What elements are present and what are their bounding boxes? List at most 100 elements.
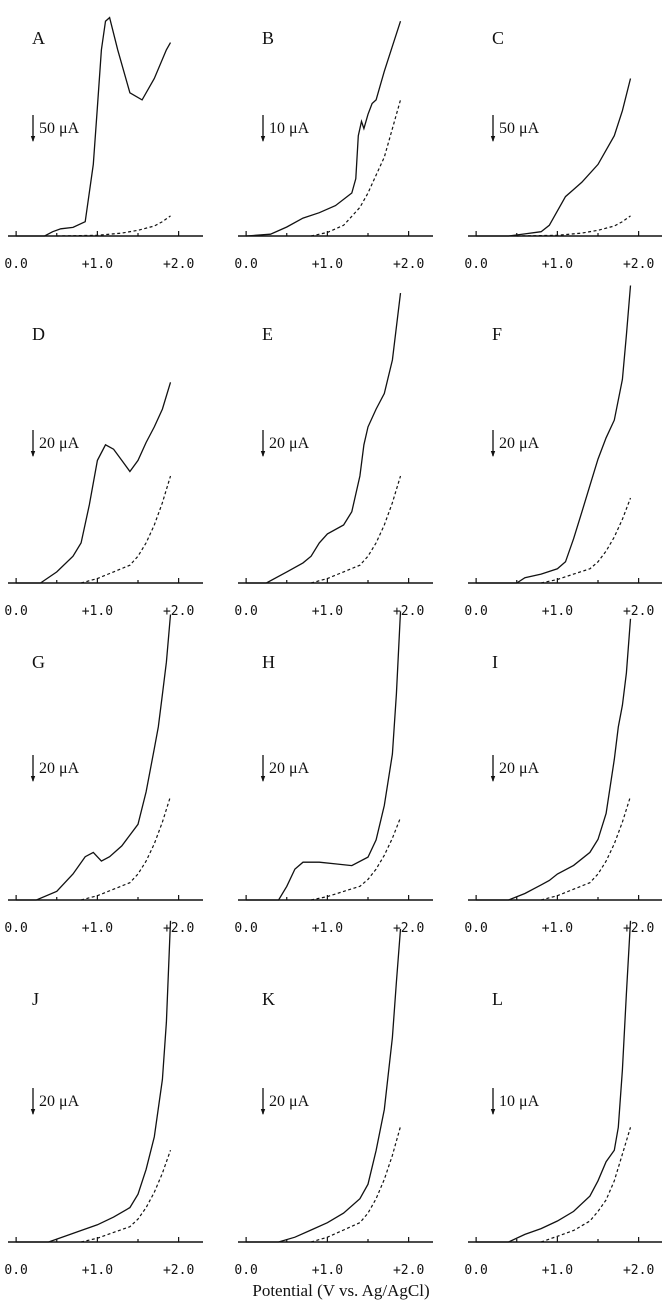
solid-curve-h bbox=[246, 611, 402, 901]
x-tick-label-a: +1.0 bbox=[82, 257, 113, 272]
scale-label-c: 50 μA bbox=[499, 120, 540, 137]
dashed-curve-f bbox=[540, 497, 632, 584]
panel-letter-j: J bbox=[32, 989, 39, 1009]
solid-curve-b bbox=[246, 20, 402, 237]
panel-letter-c: C bbox=[492, 28, 504, 48]
solid-curve-j bbox=[16, 920, 172, 1243]
dashed-curve-a bbox=[56, 215, 171, 237]
panel-g: G 20 μA 0.0 +1.0 +2.0 bbox=[4, 614, 203, 936]
dashed-curve-i bbox=[540, 796, 632, 901]
x-tick-label-d: 0.0 bbox=[4, 604, 27, 619]
dashed-curve-k bbox=[310, 1126, 402, 1243]
x-tick-label-b: 0.0 bbox=[234, 257, 257, 272]
x-tick-label-a: 0.0 bbox=[4, 257, 27, 272]
panel-b: B 10 μA 0.0 +1.0 +2.0 bbox=[234, 20, 433, 272]
x-tick-label-d: +2.0 bbox=[163, 604, 194, 619]
x-tick-label-a: +2.0 bbox=[163, 257, 194, 272]
x-tick-label-f: 0.0 bbox=[464, 604, 487, 619]
x-tick-label-d: +1.0 bbox=[82, 604, 113, 619]
x-tick-label-c: +2.0 bbox=[623, 257, 654, 272]
x-tick-label-i: +2.0 bbox=[623, 921, 654, 936]
panel-j: J 20 μA 0.0 +1.0 +2.0 bbox=[4, 920, 203, 1278]
panel-letter-i: I bbox=[492, 652, 498, 672]
dashed-curve-e bbox=[310, 475, 402, 584]
panel-letter-e: E bbox=[262, 324, 273, 344]
x-tick-label-k: +1.0 bbox=[312, 1263, 343, 1278]
scale-bar-arrow-g bbox=[30, 776, 36, 782]
solid-curve-d bbox=[16, 382, 172, 584]
x-tick-label-g: 0.0 bbox=[4, 921, 27, 936]
solid-curve-k bbox=[246, 928, 402, 1243]
x-tick-label-e: +1.0 bbox=[312, 604, 343, 619]
panel-letter-f: F bbox=[492, 324, 502, 344]
dashed-curve-d bbox=[80, 475, 172, 584]
scale-label-g: 20 μA bbox=[39, 760, 80, 777]
scale-label-h: 20 μA bbox=[269, 760, 310, 777]
panel-e: E 20 μA 0.0 +1.0 +2.0 bbox=[234, 293, 433, 619]
dashed-curve-j bbox=[80, 1150, 172, 1243]
panel-f: F 20 μA 0.0 +1.0 +2.0 bbox=[464, 285, 662, 619]
x-tick-label-f: +1.0 bbox=[542, 604, 573, 619]
x-tick-label-i: 0.0 bbox=[464, 921, 487, 936]
dashed-curve-c bbox=[516, 215, 631, 237]
solid-curve-i bbox=[476, 618, 632, 901]
scale-label-d: 20 μA bbox=[39, 435, 80, 452]
scale-label-j: 20 μA bbox=[39, 1093, 80, 1110]
x-tick-label-i: +1.0 bbox=[542, 921, 573, 936]
x-tick-label-k: 0.0 bbox=[234, 1263, 257, 1278]
panel-letter-b: B bbox=[262, 28, 274, 48]
x-tick-label-h: +1.0 bbox=[312, 921, 343, 936]
x-tick-label-k: +2.0 bbox=[393, 1263, 424, 1278]
dashed-curve-l bbox=[540, 1127, 632, 1243]
x-tick-label-l: 0.0 bbox=[464, 1263, 487, 1278]
x-tick-label-h: +2.0 bbox=[393, 921, 424, 936]
scale-bar-arrow-i bbox=[490, 776, 496, 782]
scale-label-l: 10 μA bbox=[499, 1093, 540, 1110]
dashed-curve-h bbox=[310, 817, 402, 901]
x-tick-label-c: +1.0 bbox=[542, 257, 573, 272]
panel-h: H 20 μA 0.0 +1.0 +2.0 bbox=[234, 611, 433, 936]
scale-label-f: 20 μA bbox=[499, 435, 540, 452]
x-tick-label-j: +1.0 bbox=[82, 1263, 113, 1278]
solid-curve-l bbox=[476, 920, 632, 1243]
x-tick-label-g: +1.0 bbox=[82, 921, 113, 936]
solid-curve-c bbox=[476, 78, 632, 237]
panel-a: A 50 μA 0.0 +1.0 +2.0 bbox=[4, 16, 203, 272]
panel-letter-a: A bbox=[32, 28, 45, 48]
solid-curve-g bbox=[16, 614, 172, 901]
x-tick-label-b: +1.0 bbox=[312, 257, 343, 272]
x-tick-label-e: 0.0 bbox=[234, 604, 257, 619]
scale-bar-arrow-d bbox=[30, 451, 36, 457]
dashed-curve-g bbox=[80, 796, 172, 901]
scale-bar-arrow-f bbox=[490, 451, 496, 457]
panel-letter-l: L bbox=[492, 989, 503, 1009]
x-tick-label-l: +1.0 bbox=[542, 1263, 573, 1278]
x-tick-label-c: 0.0 bbox=[464, 257, 487, 272]
scale-bar-arrow-j bbox=[30, 1109, 36, 1115]
scale-bar-arrow-e bbox=[260, 451, 266, 457]
scale-label-a: 50 μA bbox=[39, 120, 80, 137]
dashed-curve-b bbox=[310, 99, 402, 237]
scale-bar-arrow-b bbox=[260, 136, 266, 142]
scale-bar-arrow-l bbox=[490, 1109, 496, 1115]
panel-d: D 20 μA 0.0 +1.0 +2.0 bbox=[4, 324, 203, 619]
solid-curve-a bbox=[16, 16, 172, 237]
panel-l: L 10 μA 0.0 +1.0 +2.0 bbox=[464, 920, 662, 1278]
x-tick-label-h: 0.0 bbox=[234, 921, 257, 936]
panel-letter-d: D bbox=[32, 324, 45, 344]
x-tick-label-j: 0.0 bbox=[4, 1263, 27, 1278]
scale-bar-arrow-c bbox=[490, 136, 496, 142]
scale-label-b: 10 μA bbox=[269, 120, 310, 137]
x-tick-label-g: +2.0 bbox=[163, 921, 194, 936]
panels-group: A 50 μA 0.0 +1.0 +2.0 B 10 μA 0.0 +1.0 +2.0 C 50 μA… bbox=[4, 16, 662, 1278]
scale-label-e: 20 μA bbox=[269, 435, 310, 452]
panel-k: K 20 μA 0.0 +1.0 +2.0 bbox=[234, 928, 433, 1278]
x-axis-label: Potential (V vs. Ag/AgCl) bbox=[252, 1281, 429, 1300]
x-tick-label-e: +2.0 bbox=[393, 604, 424, 619]
scale-bar-arrow-k bbox=[260, 1109, 266, 1115]
scale-bar-arrow-h bbox=[260, 776, 266, 782]
x-tick-label-j: +2.0 bbox=[163, 1263, 194, 1278]
x-tick-label-b: +2.0 bbox=[393, 257, 424, 272]
panel-letter-h: H bbox=[262, 652, 275, 672]
panel-letter-k: K bbox=[262, 989, 275, 1009]
